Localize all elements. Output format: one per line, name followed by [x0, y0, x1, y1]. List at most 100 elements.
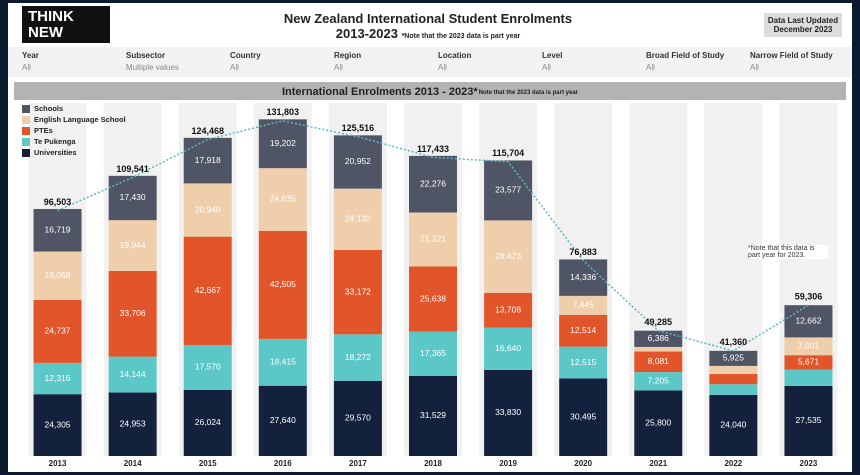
filter[interactable]: Level All: [542, 51, 562, 72]
data-label: 12,662: [795, 316, 821, 326]
filter[interactable]: Location All: [438, 51, 471, 72]
data-label: 27,640: [270, 415, 296, 425]
bar-segment: [709, 394, 758, 456]
data-label: 42,505: [270, 279, 296, 289]
bar-segment: [33, 362, 82, 395]
chart-title-bar: [14, 82, 846, 100]
dashboard: THINK NEW New Zealand International Stud…: [8, 3, 852, 472]
bar-segment: [258, 385, 307, 456]
data-label: 25,638: [420, 293, 446, 303]
filter-label: Subsector: [126, 51, 166, 60]
data-label: 33,830: [495, 407, 521, 417]
bar-segment: [33, 251, 82, 300]
data-label: 17,365: [420, 348, 446, 358]
data-label: 28,473: [495, 251, 521, 261]
filter-label: Region: [334, 51, 362, 60]
bar-segment: [333, 334, 382, 381]
filter[interactable]: Subsector Multiple values: [126, 51, 179, 72]
filter-value: All: [230, 63, 239, 72]
chart: International Enrolments 2013 - 2023*Not…: [14, 82, 846, 468]
bar-segment: [784, 337, 833, 356]
filter[interactable]: Narrow Field of Study All: [750, 51, 833, 72]
data-label: 22,276: [420, 178, 446, 188]
x-tick-label: 2017: [349, 459, 367, 468]
data-label: 21,221: [420, 234, 446, 244]
bar-segment: [258, 119, 307, 169]
bar-segment: [784, 355, 833, 370]
bar-segment: [33, 394, 82, 456]
bar-segment: [183, 183, 232, 237]
bar-segment: [709, 350, 758, 366]
data-label: 14,144: [120, 369, 146, 379]
data-label: 24,635: [270, 194, 296, 204]
bar-segment: [333, 188, 382, 250]
filter-value: All: [438, 63, 447, 72]
updated-box: Data Last Updated December 2023: [764, 13, 842, 37]
data-label: 20,952: [345, 156, 371, 166]
x-tick-label: 2019: [499, 459, 517, 468]
bar-segment: [559, 314, 608, 347]
bar-segment: [784, 305, 833, 338]
filter-value: All: [542, 63, 551, 72]
bar-segment: [634, 346, 683, 352]
data-label: 29,570: [345, 413, 371, 423]
data-label: 13,708: [495, 304, 521, 314]
subtitle-row: 2013-2023 *Note that the 2023 data is pa…: [208, 26, 648, 41]
filter[interactable]: Region All: [334, 51, 361, 72]
bar-segment: [333, 135, 382, 189]
data-label: 19,202: [270, 138, 296, 148]
data-label: 31,529: [420, 410, 446, 420]
chart-title-note: Note that the 2023 data is part year: [479, 90, 579, 96]
bar-segment: [409, 155, 457, 213]
filter[interactable]: Country All: [230, 51, 261, 72]
data-label: 6,386: [648, 333, 670, 343]
bar-segment: [183, 345, 232, 390]
data-label: 27,535: [795, 415, 821, 425]
x-tick-label: 2015: [199, 459, 217, 468]
data-label: 30,495: [570, 411, 596, 421]
data-label: 17,570: [195, 362, 221, 372]
data-label: 17,430: [120, 192, 146, 202]
filter-value: All: [22, 63, 31, 72]
filter[interactable]: Broad Field of Study All: [646, 51, 724, 72]
bar-segment: [634, 372, 683, 391]
chart-title-main: International Enrolments 2013 - 2023*: [282, 86, 478, 98]
bar-segment: [784, 385, 833, 456]
data-label: 16,640: [495, 343, 521, 353]
bar-segment: [108, 356, 157, 393]
total-label: 131,803: [267, 107, 300, 117]
data-label: 17,918: [195, 155, 221, 165]
bar-segment: [709, 374, 758, 385]
bar-segment: [484, 160, 533, 221]
total-label: 117,433: [417, 144, 449, 154]
bar-segment: [559, 295, 608, 315]
chart-title: International Enrolments 2013 - 2023*Not…: [282, 86, 579, 98]
filter-label: Country: [230, 51, 261, 60]
bar-segment: [108, 175, 157, 221]
bar-segment: [709, 365, 758, 375]
data-label: 7,205: [648, 375, 670, 385]
filter-label: Year: [22, 51, 39, 60]
bar-segment: [409, 212, 457, 267]
x-tick-label: 2014: [124, 459, 142, 468]
data-label: 7,445: [573, 300, 595, 310]
legend-swatch: [22, 138, 30, 146]
x-tick-label: 2023: [800, 459, 818, 468]
data-label: 33,706: [120, 308, 146, 318]
data-label: 18,415: [270, 357, 296, 367]
logo-text: THINK: [28, 8, 74, 25]
data-label: 19,058: [45, 270, 71, 280]
x-tick-label: 2022: [724, 459, 742, 468]
bar-segment: [183, 137, 232, 184]
bar-segment: [559, 346, 608, 379]
bar-segment: [183, 236, 232, 346]
bar-segment: [484, 369, 533, 456]
logo-text: NEW: [28, 24, 63, 41]
bar-segment: [33, 299, 82, 363]
bar-segment: [559, 259, 608, 296]
filter[interactable]: Year All: [22, 51, 39, 72]
bar-segment: [409, 375, 457, 456]
data-label: 24,737: [45, 326, 71, 336]
legend-label: English Language School: [34, 115, 126, 124]
bar-segment: [484, 220, 533, 293]
